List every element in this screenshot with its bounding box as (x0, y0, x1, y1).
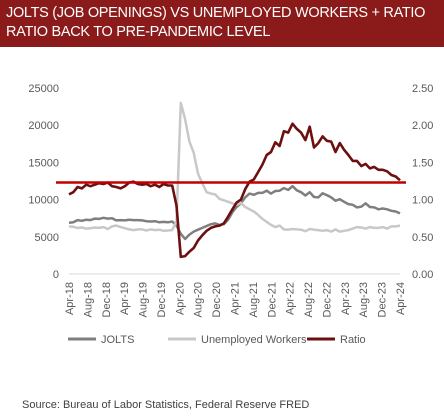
x-tick-label: Apr-24 (395, 282, 407, 315)
x-axis-ticks: Apr-18 Aug-18 Dec-18 Apr-19 Aug-19 Dec-19 Apr-… (64, 282, 407, 317)
y-right-tick-label: 1.50 (412, 157, 433, 169)
y-left-tick-label: 5000 (35, 232, 59, 244)
x-tick-label: Apr-19 (119, 282, 131, 315)
chart-title-line-1: JOLTS (JOB OPENINGS) VS UNEMPLOYED WORKE… (6, 5, 426, 21)
x-tick-label: Aug-19 (138, 282, 150, 317)
series-line-jolts (68, 184, 401, 241)
y-right-tick-label: 1.00 (412, 195, 433, 207)
x-tick-label: Dec-18 (101, 282, 113, 317)
y-right-tick-label: 0.50 (412, 232, 433, 244)
x-tick-label: Aug-18 (82, 282, 94, 317)
x-tick-label: Aug-21 (248, 282, 260, 317)
y-right-tick-label: 2.50 (412, 83, 433, 95)
title-banner: JOLTS (JOB OPENINGS) VS UNEMPLOYED WORKE… (0, 0, 444, 47)
x-tick-label: Dec-22 (321, 282, 333, 317)
y-left-tick-label: 15000 (28, 157, 59, 169)
legend-label: Unemployed Workers (201, 334, 307, 346)
x-tick-label: Dec-20 (211, 282, 223, 317)
y-left-tick-label: 0 (53, 269, 59, 281)
x-tick-label: Apr-18 (64, 282, 76, 315)
x-tick-label: Aug-20 (193, 282, 205, 317)
x-tick-label: Dec-23 (377, 282, 389, 317)
x-tick-label: Apr-21 (230, 282, 242, 315)
x-tick-label: Dec-19 (156, 282, 168, 317)
y-left-tick-label: 25000 (28, 83, 59, 95)
x-tick-label: Apr-20 (174, 282, 186, 315)
series-layer (68, 101, 401, 259)
x-tick-label: Aug-23 (358, 282, 370, 317)
y-axis-left-ticks: 0 5000 10000 15000 20000 25000 (28, 83, 59, 281)
y-right-tick-label: 0.00 (412, 269, 433, 281)
legend-label: Ratio (340, 334, 366, 346)
chart-title-line-2: RATIO BACK TO PRE-PANDEMIC LEVEL (6, 24, 271, 40)
y-left-tick-label: 10000 (28, 195, 59, 207)
x-tick-label: Dec-21 (266, 282, 278, 317)
x-tick-label: Apr-22 (285, 282, 297, 315)
legend-label: JOLTS (101, 334, 134, 346)
source-note: Source: Bureau of Labor Statistics, Fede… (22, 399, 310, 411)
series-line-ratio (68, 122, 401, 259)
legend: JOLTS Unemployed Workers Ratio (68, 334, 366, 346)
y-right-tick-label: 2.00 (412, 120, 433, 132)
y-axis-right-ticks: 0.00 0.50 1.00 1.50 2.00 2.50 (412, 83, 433, 281)
x-tick-label: Apr-23 (340, 282, 352, 315)
series-line-unemployed-workers (68, 101, 401, 233)
x-tick-label: Aug-22 (303, 282, 315, 317)
y-left-tick-label: 20000 (28, 120, 59, 132)
